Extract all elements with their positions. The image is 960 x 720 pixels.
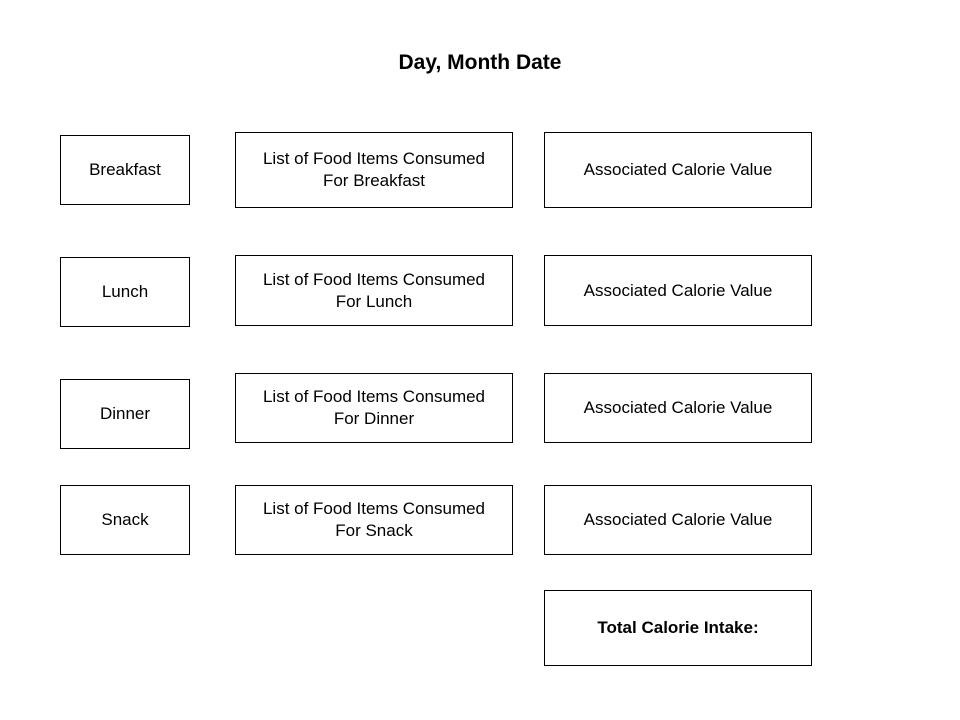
- food-list-box-snack: List of Food Items Consumed For Snack: [235, 485, 513, 555]
- calorie-box-snack: Associated Calorie Value: [544, 485, 812, 555]
- meal-label: Dinner: [99, 404, 151, 423]
- food-list-line-1: List of Food Items Consumed: [262, 387, 486, 406]
- calorie-box-dinner: Associated Calorie Value: [544, 373, 812, 443]
- calorie-label: Associated Calorie Value: [583, 398, 773, 417]
- meal-box-breakfast: Breakfast: [60, 135, 190, 205]
- food-list-box-lunch: List of Food Items Consumed For Lunch: [235, 255, 513, 326]
- page-title: Day, Month Date: [398, 51, 562, 74]
- calorie-box-lunch: Associated Calorie Value: [544, 255, 812, 326]
- food-list-line-1: List of Food Items Consumed: [262, 269, 486, 289]
- food-list-line-2: For Lunch: [335, 291, 413, 311]
- calorie-label: Associated Calorie Value: [583, 510, 773, 529]
- food-list-line-1: List of Food Items Consumed: [262, 499, 486, 518]
- meal-label: Lunch: [101, 282, 149, 301]
- calorie-label: Associated Calorie Value: [583, 280, 773, 300]
- calorie-label: Associated Calorie Value: [583, 160, 773, 179]
- food-list-line-2: For Breakfast: [322, 171, 426, 190]
- meal-box-dinner: Dinner: [60, 379, 190, 449]
- food-list-box-breakfast: List of Food Items Consumed For Breakfas…: [235, 132, 513, 208]
- food-list-line-1: List of Food Items Consumed: [262, 149, 486, 168]
- food-list-line-2: For Snack: [335, 521, 413, 540]
- meal-box-snack: Snack: [60, 485, 190, 555]
- calorie-box-breakfast: Associated Calorie Value: [544, 132, 812, 208]
- meal-label: Snack: [101, 510, 149, 529]
- meal-box-lunch: Lunch: [60, 257, 190, 327]
- food-list-box-dinner: List of Food Items Consumed For Dinner: [235, 373, 513, 443]
- food-list-line-2: For Dinner: [333, 409, 415, 428]
- meal-label: Breakfast: [89, 160, 161, 179]
- total-calorie-label: Total Calorie Intake:: [597, 618, 759, 637]
- total-calorie-box: Total Calorie Intake:: [544, 590, 812, 666]
